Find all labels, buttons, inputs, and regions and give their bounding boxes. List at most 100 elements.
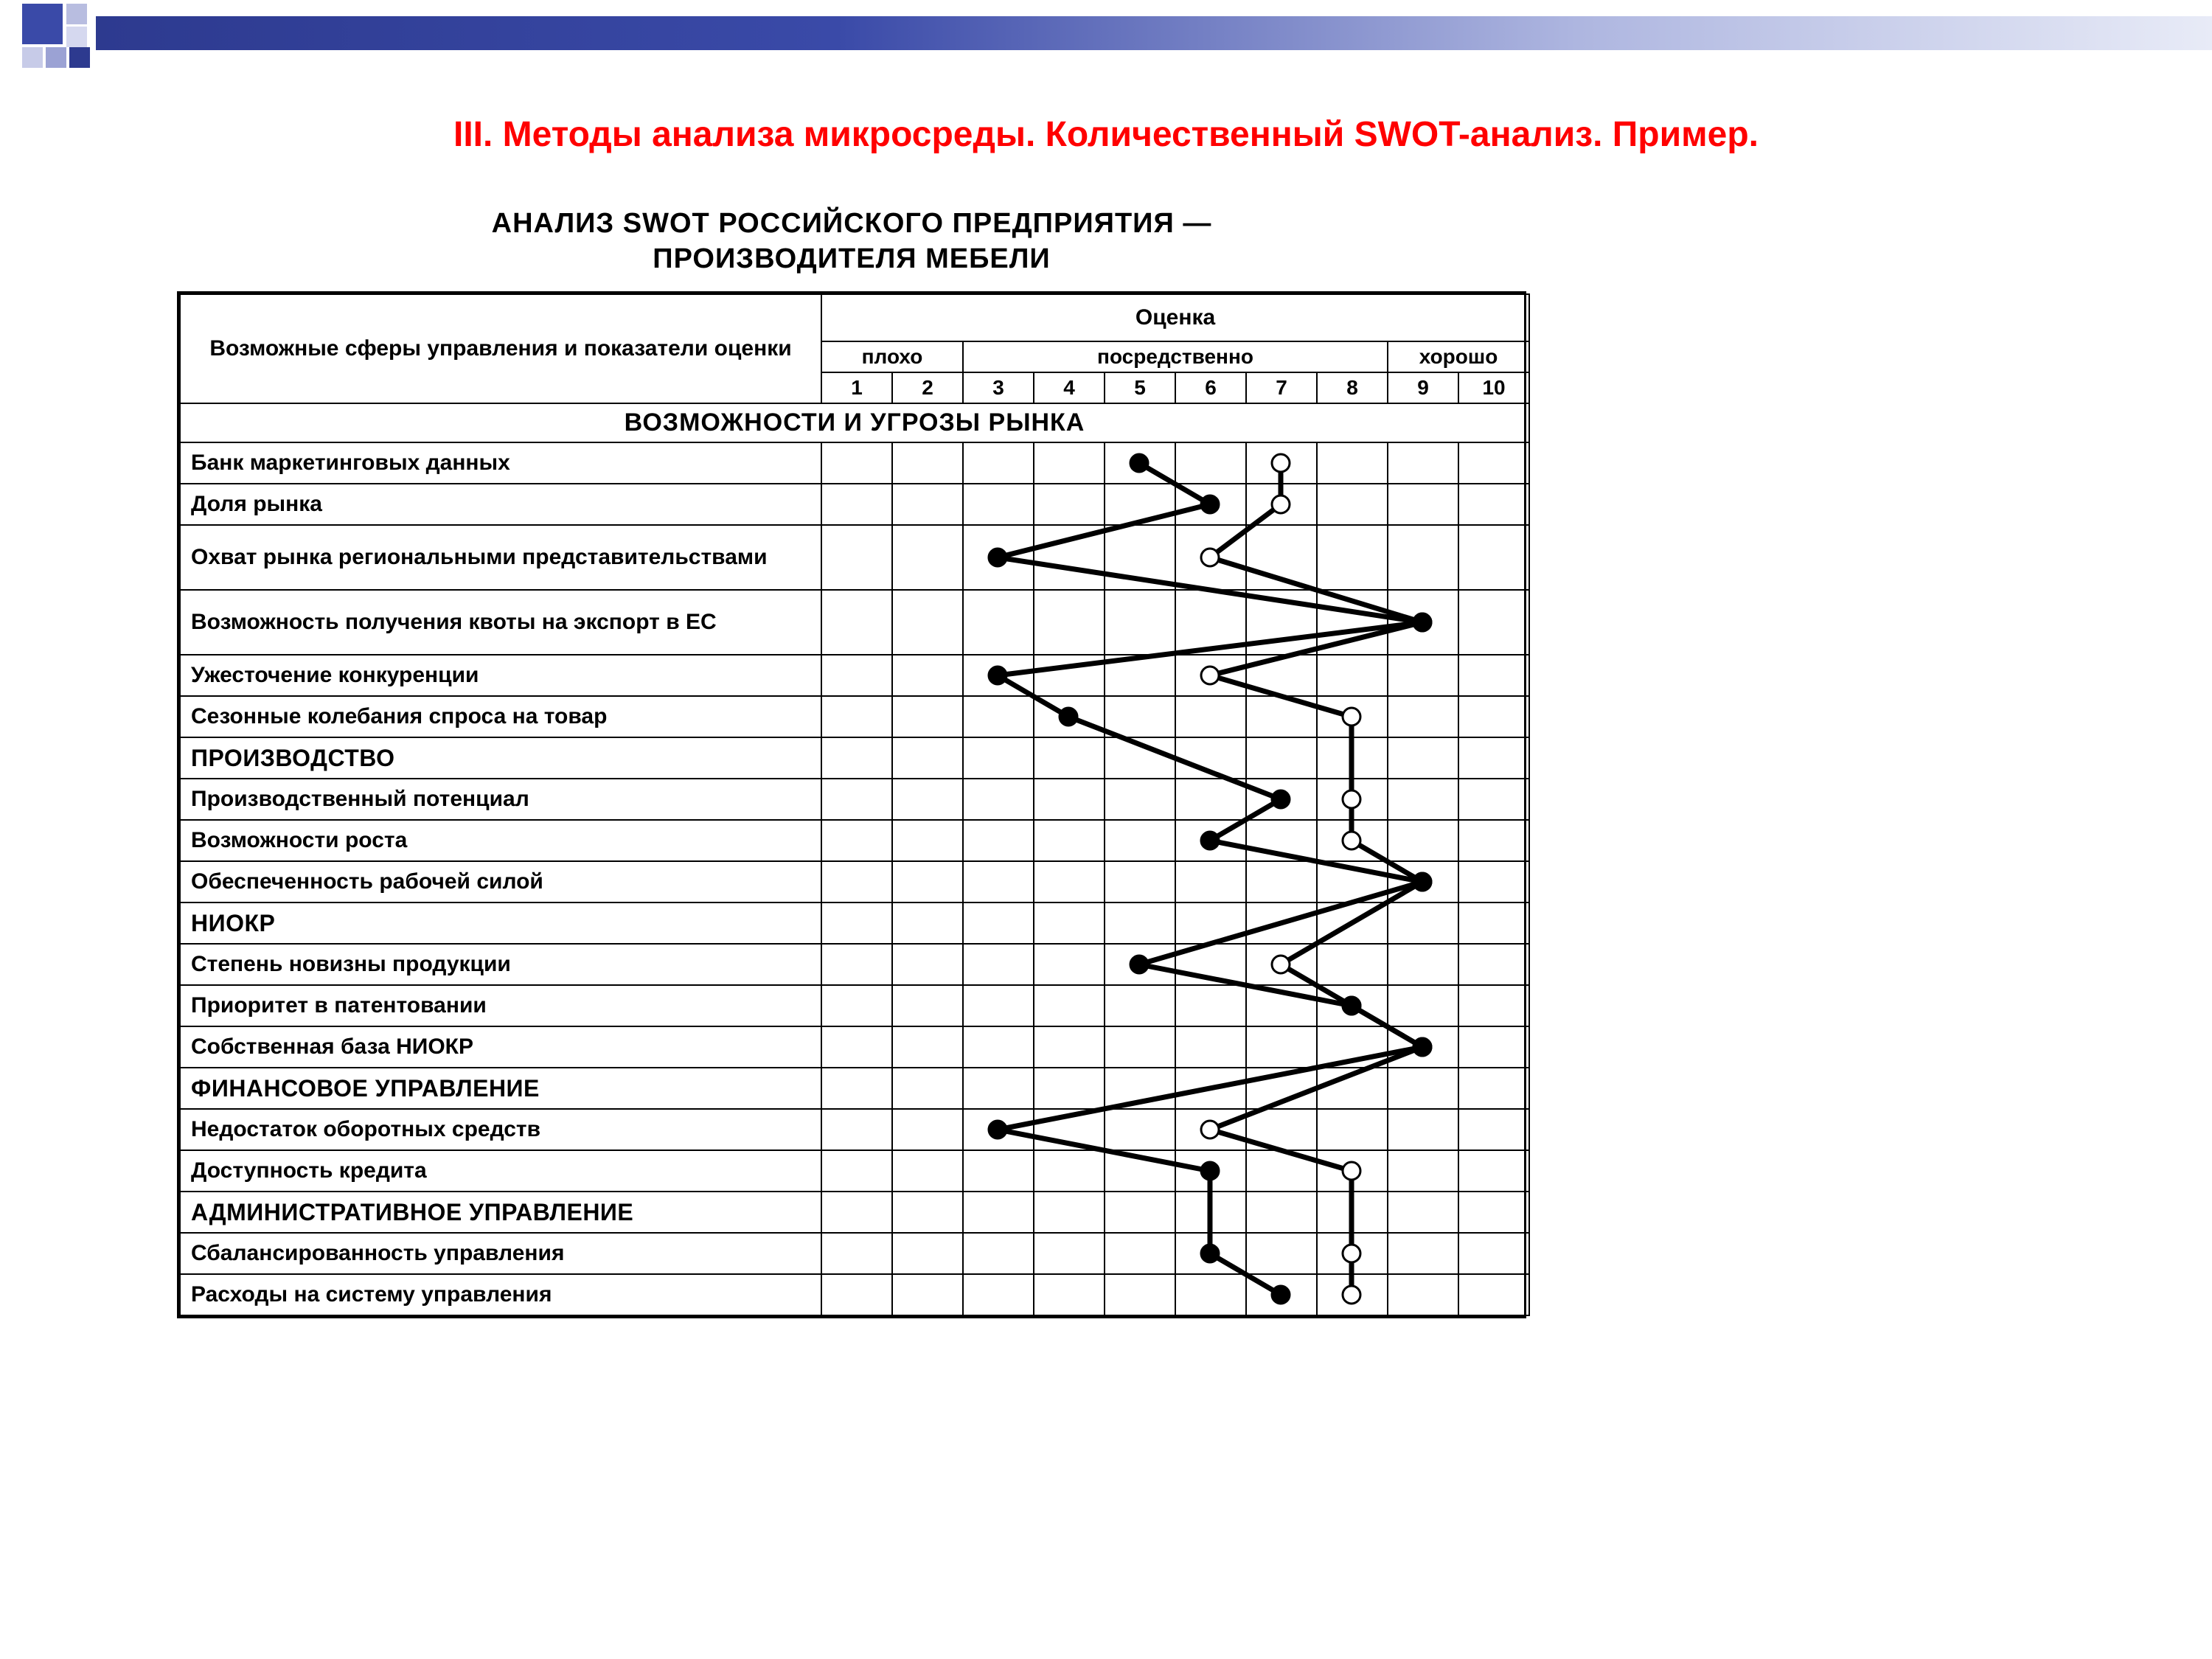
row-label: Расходы на систему управления bbox=[180, 1274, 821, 1315]
grid-cell bbox=[963, 1274, 1034, 1315]
row-label: Возможности роста bbox=[180, 820, 821, 861]
grid-cell bbox=[1317, 1233, 1388, 1274]
grid-cell bbox=[821, 655, 892, 696]
grid-cell bbox=[1458, 902, 1529, 944]
grid-cell bbox=[1175, 484, 1246, 525]
section-row: ВОЗМОЖНОСТИ И УГРОЗЫ РЫНКА bbox=[180, 403, 1529, 442]
grid-cell bbox=[821, 944, 892, 985]
data-row: Собственная база НИОКР bbox=[180, 1026, 1529, 1068]
grid-cell bbox=[1388, 820, 1458, 861]
swot-table-container: Возможные сферы управления и показатели … bbox=[177, 291, 1526, 1318]
grid-cell bbox=[1246, 737, 1317, 779]
grid-cell bbox=[1388, 779, 1458, 820]
grid-cell bbox=[1246, 1233, 1317, 1274]
grid-cell bbox=[1034, 442, 1105, 484]
data-row: Доступность кредита bbox=[180, 1150, 1529, 1192]
grid-cell bbox=[1034, 820, 1105, 861]
grid-cell bbox=[963, 985, 1034, 1026]
grid-cell bbox=[1458, 985, 1529, 1026]
grid-cell bbox=[1388, 484, 1458, 525]
data-row: Недостаток оборотных средств bbox=[180, 1109, 1529, 1150]
grid-cell bbox=[892, 1192, 963, 1233]
deco-square bbox=[46, 47, 66, 68]
chart-title-line1: АНАЛИЗ SWOT РОССИЙСКОГО ПРЕДПРИЯТИЯ — bbox=[492, 208, 1212, 239]
grid-cell bbox=[1246, 944, 1317, 985]
grid-cell bbox=[892, 442, 963, 484]
grid-cell bbox=[1175, 590, 1246, 655]
grid-cell bbox=[1458, 525, 1529, 590]
data-row: Возможности роста bbox=[180, 820, 1529, 861]
grid-cell bbox=[1105, 944, 1175, 985]
row-label: Обеспеченность рабочей силой bbox=[180, 861, 821, 902]
grid-cell bbox=[821, 1233, 892, 1274]
grid-cell bbox=[821, 861, 892, 902]
section-label: ПРОИЗВОДСТВО bbox=[180, 737, 821, 779]
deco-square bbox=[22, 4, 63, 44]
grid-cell bbox=[963, 861, 1034, 902]
grid-cell bbox=[1246, 1150, 1317, 1192]
section-row: ФИНАНСОВОЕ УПРАВЛЕНИЕ bbox=[180, 1068, 1529, 1109]
grid-cell bbox=[1175, 1233, 1246, 1274]
grid-cell bbox=[1458, 1274, 1529, 1315]
grid-cell bbox=[1175, 779, 1246, 820]
grid-cell bbox=[1246, 902, 1317, 944]
grid-cell bbox=[1388, 1150, 1458, 1192]
grid-cell bbox=[892, 1274, 963, 1315]
grid-cell bbox=[1317, 1026, 1388, 1068]
grid-cell bbox=[1317, 696, 1388, 737]
grid-cell bbox=[1388, 737, 1458, 779]
grid-cell bbox=[1105, 861, 1175, 902]
grid-cell bbox=[963, 944, 1034, 985]
grid-cell bbox=[1388, 590, 1458, 655]
grid-cell bbox=[1246, 1109, 1317, 1150]
grid-cell bbox=[1034, 737, 1105, 779]
grid-cell bbox=[821, 1150, 892, 1192]
row-label: Охват рынка региональными представительс… bbox=[180, 525, 821, 590]
grid-cell bbox=[1317, 1109, 1388, 1150]
row-label: Собственная база НИОКР bbox=[180, 1026, 821, 1068]
grid-cell bbox=[1246, 1192, 1317, 1233]
grid-cell bbox=[892, 1233, 963, 1274]
grid-cell bbox=[963, 820, 1034, 861]
grid-cell bbox=[821, 484, 892, 525]
slide-title: III. Методы анализа микросреды. Количест… bbox=[0, 114, 2212, 155]
grid-cell bbox=[1105, 525, 1175, 590]
grid-cell bbox=[1317, 1068, 1388, 1109]
header-bad: плохо bbox=[821, 341, 963, 372]
grid-cell bbox=[892, 1150, 963, 1192]
grid-cell bbox=[1034, 1068, 1105, 1109]
grid-cell bbox=[1034, 1192, 1105, 1233]
grid-cell bbox=[1458, 484, 1529, 525]
grid-cell bbox=[1317, 861, 1388, 902]
grid-cell bbox=[1034, 590, 1105, 655]
header-scale-3: 3 bbox=[963, 372, 1034, 403]
grid-cell bbox=[892, 590, 963, 655]
grid-cell bbox=[1105, 902, 1175, 944]
grid-cell bbox=[1388, 985, 1458, 1026]
grid-cell bbox=[1246, 484, 1317, 525]
row-label: Доля рынка bbox=[180, 484, 821, 525]
grid-cell bbox=[1175, 1192, 1246, 1233]
row-label: Степень новизны продукции bbox=[180, 944, 821, 985]
row-label: Сбалансированность управления bbox=[180, 1233, 821, 1274]
grid-cell bbox=[1458, 1233, 1529, 1274]
grid-cell bbox=[1388, 1192, 1458, 1233]
grid-cell bbox=[821, 779, 892, 820]
grid-cell bbox=[1105, 1274, 1175, 1315]
grid-cell bbox=[1034, 944, 1105, 985]
section-row: НИОКР bbox=[180, 902, 1529, 944]
grid-cell bbox=[1105, 590, 1175, 655]
grid-cell bbox=[1458, 1068, 1529, 1109]
header-scale-10: 10 bbox=[1458, 372, 1529, 403]
row-label: Возможность получения квоты на экспорт в… bbox=[180, 590, 821, 655]
chart-title-line2: ПРОИЗВОДИТЕЛЯ МЕБЕЛИ bbox=[653, 243, 1051, 274]
grid-cell bbox=[1175, 1068, 1246, 1109]
section-label: АДМИНИСТРАТИВНОЕ УПРАВЛЕНИЕ bbox=[180, 1192, 821, 1233]
grid-cell bbox=[1458, 1026, 1529, 1068]
section-row: АДМИНИСТРАТИВНОЕ УПРАВЛЕНИЕ bbox=[180, 1192, 1529, 1233]
grid-cell bbox=[821, 1109, 892, 1150]
header-gradient-bar bbox=[96, 16, 2212, 50]
grid-cell bbox=[1105, 779, 1175, 820]
grid-cell bbox=[963, 590, 1034, 655]
header-scale-9: 9 bbox=[1388, 372, 1458, 403]
